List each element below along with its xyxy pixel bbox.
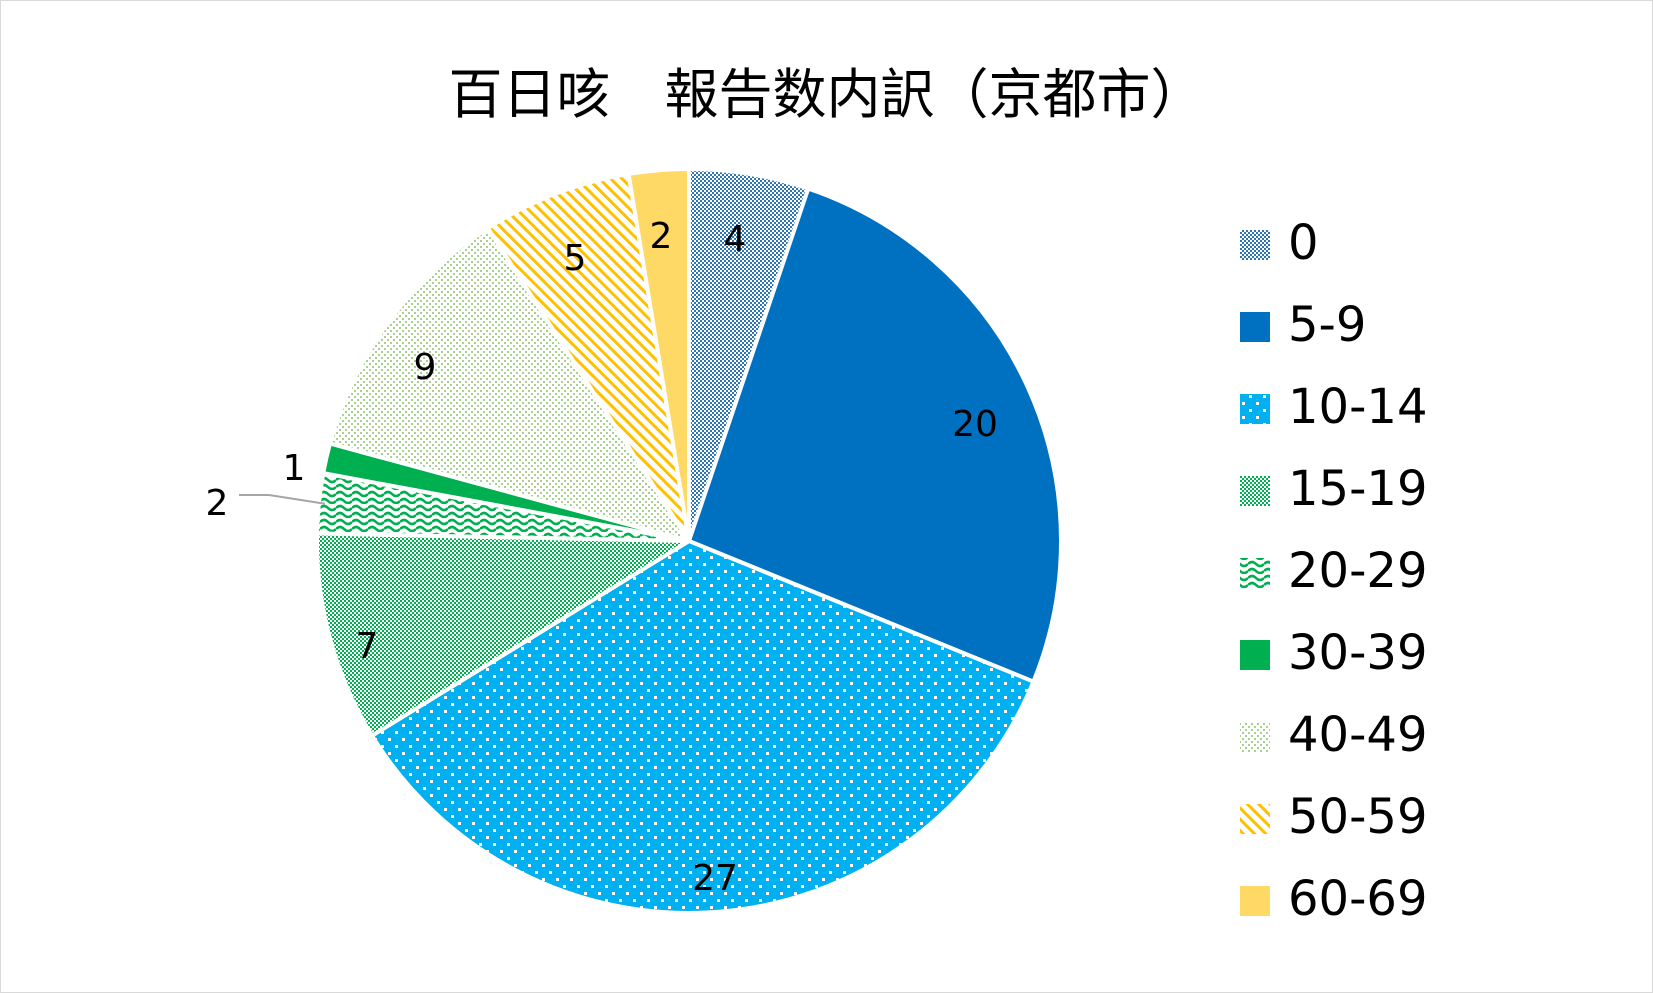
pie-slice-10-14 [370,539,1036,915]
data-label-15-19: 7 [356,626,379,667]
data-label-20-29: 2 [206,483,229,524]
data-label-40-49: 9 [414,347,437,388]
legend-label-10-14: 10-14 [1288,379,1427,435]
legend-swatch-60-69 [1240,886,1270,916]
legend-swatch-30-39 [1240,640,1270,670]
data-label-30-39: 1 [283,448,306,489]
chart-title: 百日咳 報告数内訳（京都市） [448,63,1205,126]
leader-line-20-29 [239,494,326,505]
data-label-0: 4 [724,219,747,260]
legend-swatch-20-29 [1240,558,1270,588]
pie-slice-60-69 [626,167,691,543]
data-label-5-9: 20 [952,404,998,445]
pie-slice-15-19 [315,531,691,738]
legend-label-20-29: 20-29 [1288,543,1427,599]
legend-label-15-19: 15-19 [1288,461,1427,517]
pie-slice-40-49 [328,226,691,543]
legend-swatch-15-19 [1240,476,1270,506]
legend-label-0: 0 [1288,215,1319,271]
legend-label-60-69: 60-69 [1288,871,1427,927]
legend-swatch-0 [1240,230,1270,260]
legend-swatch-10-14 [1240,394,1270,424]
legend-label-50-59: 50-59 [1288,789,1427,845]
legend-label-30-39: 30-39 [1288,625,1427,681]
pie-slice-50-59 [485,171,691,543]
data-label-60-69: 2 [650,216,673,257]
legend-swatch-5-9 [1240,312,1270,342]
legend-swatch-50-59 [1240,804,1270,834]
legend-label-40-49: 40-49 [1288,707,1427,763]
data-label-10-14: 27 [692,858,738,899]
legend-swatch-40-49 [1240,722,1270,752]
legend-label-5-9: 5-9 [1288,297,1366,353]
pie-slice-5-9 [687,186,1063,684]
data-label-50-59: 5 [564,238,587,279]
